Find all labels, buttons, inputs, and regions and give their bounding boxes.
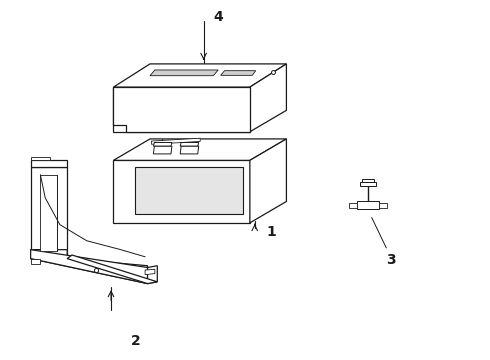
Polygon shape xyxy=(114,64,287,87)
Polygon shape xyxy=(150,70,218,76)
Polygon shape xyxy=(363,179,374,182)
Polygon shape xyxy=(30,167,67,258)
Polygon shape xyxy=(114,87,250,132)
Polygon shape xyxy=(250,64,287,132)
Polygon shape xyxy=(30,258,40,264)
Polygon shape xyxy=(135,167,243,214)
Polygon shape xyxy=(147,266,157,284)
Polygon shape xyxy=(151,138,200,144)
Text: 1: 1 xyxy=(267,225,277,239)
Polygon shape xyxy=(30,249,147,284)
Polygon shape xyxy=(379,203,387,207)
Polygon shape xyxy=(180,143,199,146)
Polygon shape xyxy=(114,87,250,132)
Polygon shape xyxy=(40,175,57,251)
Text: 4: 4 xyxy=(213,10,223,24)
Polygon shape xyxy=(357,202,379,208)
Polygon shape xyxy=(180,146,199,154)
Polygon shape xyxy=(153,146,172,154)
Text: 3: 3 xyxy=(386,253,396,267)
Polygon shape xyxy=(220,71,256,75)
Polygon shape xyxy=(250,139,287,223)
Polygon shape xyxy=(30,157,50,160)
Polygon shape xyxy=(30,160,67,167)
Polygon shape xyxy=(153,143,172,146)
Polygon shape xyxy=(30,249,147,284)
Polygon shape xyxy=(67,255,157,284)
Polygon shape xyxy=(114,160,250,223)
Polygon shape xyxy=(114,139,287,160)
Polygon shape xyxy=(361,182,376,186)
Text: 2: 2 xyxy=(130,334,140,348)
Polygon shape xyxy=(145,269,155,275)
Polygon shape xyxy=(349,203,357,207)
